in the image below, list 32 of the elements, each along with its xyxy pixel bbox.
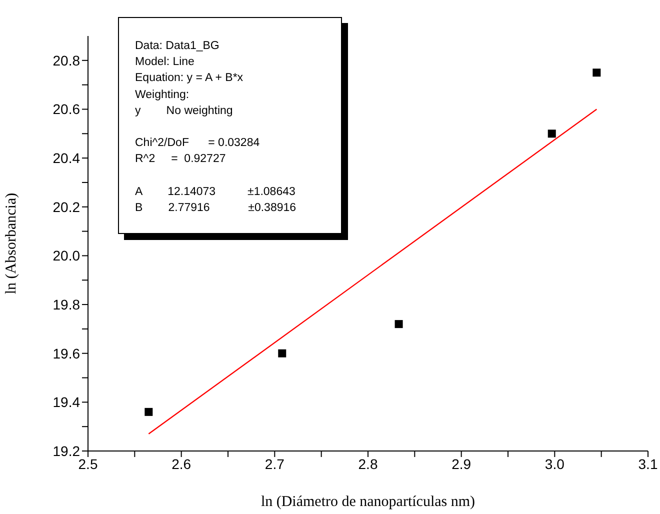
point — [548, 130, 556, 138]
y-tick-label: 20.0 — [52, 248, 80, 264]
annotation: Equation: y = A + B*x — [135, 71, 244, 86]
y-axis-title: ln (Absorbancia) — [3, 192, 20, 294]
point — [144, 408, 153, 416]
annotation: Data: Data1_BG — [135, 39, 220, 54]
y-tick-label: 19.2 — [52, 442, 80, 459]
y-tick-label: 20.4 — [52, 150, 80, 166]
point — [394, 320, 403, 328]
x-tick-label: 3.0 — [544, 456, 565, 472]
annotation: R^2 = 0.92727 — [135, 152, 227, 168]
y-tick-label: 19.6 — [52, 345, 80, 362]
annotation: Weighting: — [135, 88, 190, 103]
y-tick-label: 20.8 — [52, 52, 80, 68]
x-tick-label: 2.5 — [78, 456, 98, 472]
y-tick-label: 20.2 — [52, 198, 80, 215]
y-tick-label: 19.4 — [52, 394, 80, 410]
annotation: A 12.14073 ±1.08643 — [135, 184, 296, 200]
annotation: B 2.77916 ±0.38916 — [135, 200, 296, 216]
x-tick-label: 2.8 — [358, 456, 378, 472]
x-tick-label: 2.7 — [264, 456, 285, 472]
y-tick-label: 20.6 — [52, 101, 80, 118]
y-tick-label: 19.8 — [52, 296, 80, 312]
point — [592, 68, 601, 77]
annotation: y No weighting — [135, 104, 234, 119]
x-tick-label: 2.9 — [452, 456, 472, 472]
x-tick-label: 3.1 — [638, 456, 658, 472]
point — [278, 349, 286, 358]
annotation: Chi^2/DoF = 0.03284 — [135, 136, 261, 152]
x-tick-label: 2.6 — [172, 456, 192, 472]
x-axis-title: ln (Diámetro de nanopartículas nm) — [260, 494, 476, 510]
annotation: Model: Line — [135, 55, 196, 70]
